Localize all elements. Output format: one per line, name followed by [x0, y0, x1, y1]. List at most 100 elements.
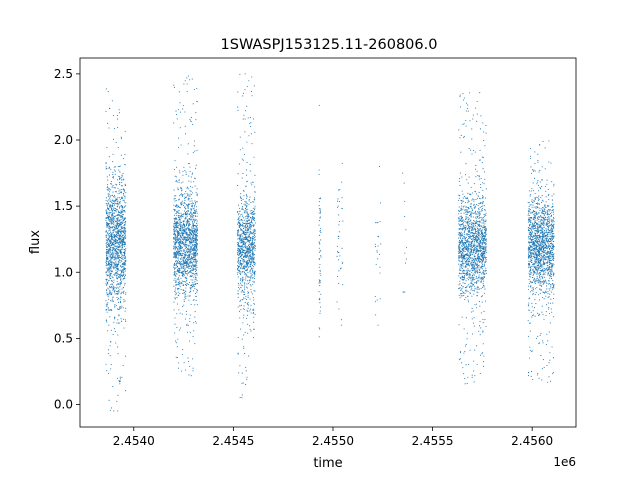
- data-point: [120, 240, 122, 242]
- data-point: [243, 255, 245, 257]
- data-point: [183, 166, 185, 168]
- data-point: [470, 251, 472, 253]
- data-point: [125, 236, 127, 238]
- data-point: [109, 203, 111, 205]
- data-point: [241, 253, 243, 256]
- data-point: [461, 205, 463, 207]
- data-point: [121, 238, 124, 240]
- data-point: [109, 277, 111, 279]
- data-point: [124, 221, 126, 223]
- data-point: [243, 347, 245, 349]
- data-point: [189, 271, 191, 273]
- data-point: [483, 239, 485, 241]
- data-point: [177, 259, 180, 261]
- data-point: [459, 94, 461, 96]
- data-point: [239, 216, 241, 218]
- data-point: [108, 262, 110, 265]
- data-point: [111, 271, 113, 273]
- data-point: [116, 118, 119, 120]
- data-point: [463, 136, 465, 138]
- data-point: [179, 221, 181, 223]
- data-point: [175, 275, 177, 277]
- data-point: [469, 226, 471, 228]
- data-point: [181, 264, 183, 266]
- data-point: [124, 233, 126, 235]
- data-point: [123, 290, 125, 292]
- data-point: [338, 224, 340, 226]
- data-point: [459, 227, 461, 229]
- data-point: [240, 219, 242, 221]
- data-point: [342, 284, 344, 286]
- data-point: [180, 233, 182, 235]
- data-point: [467, 229, 469, 232]
- data-point: [109, 275, 111, 277]
- data-point: [112, 173, 114, 176]
- data-point: [252, 267, 254, 269]
- data-point: [194, 310, 196, 313]
- data-point: [114, 258, 116, 260]
- data-point: [116, 179, 119, 181]
- data-point: [180, 224, 182, 226]
- data-point: [461, 260, 464, 262]
- data-point: [196, 100, 198, 102]
- data-point: [189, 232, 191, 234]
- data-point: [120, 293, 122, 295]
- data-point: [457, 251, 460, 253]
- data-point: [476, 100, 478, 103]
- data-point: [178, 91, 180, 93]
- data-point: [405, 258, 407, 260]
- data-point: [465, 221, 467, 223]
- data-point: [374, 243, 376, 245]
- data-point: [376, 251, 378, 253]
- data-point: [245, 208, 247, 210]
- data-point: [106, 224, 108, 226]
- data-point: [192, 151, 194, 154]
- data-point: [185, 272, 187, 274]
- data-point: [462, 93, 464, 95]
- data-point: [241, 177, 243, 179]
- data-point: [243, 291, 245, 293]
- data-point: [318, 208, 320, 210]
- data-point: [186, 234, 188, 236]
- data-point: [123, 291, 125, 293]
- data-point: [120, 196, 122, 198]
- data-point: [468, 283, 470, 285]
- data-point: [459, 177, 461, 179]
- data-point: [187, 272, 189, 274]
- data-point: [117, 346, 119, 348]
- data-point: [123, 276, 126, 278]
- data-point: [112, 242, 114, 244]
- data-point: [194, 255, 196, 257]
- data-point: [195, 224, 197, 227]
- data-point: [244, 289, 246, 291]
- data-point: [190, 218, 192, 220]
- data-point: [240, 214, 242, 216]
- data-point: [180, 217, 182, 219]
- data-point: [470, 280, 472, 282]
- data-point: [185, 239, 187, 241]
- data-point: [241, 228, 243, 230]
- data-point: [190, 181, 192, 183]
- data-point: [480, 177, 482, 180]
- data-point: [240, 193, 242, 195]
- data-point: [175, 181, 177, 183]
- data-point: [478, 191, 480, 193]
- data-point: [458, 234, 460, 236]
- data-point: [173, 267, 175, 269]
- data-point: [484, 210, 486, 212]
- data-point: [116, 296, 118, 299]
- data-point: [246, 226, 248, 228]
- data-point: [121, 275, 124, 277]
- data-point: [120, 205, 122, 207]
- data-point: [183, 220, 185, 222]
- data-point: [124, 273, 126, 275]
- data-point: [244, 131, 246, 133]
- data-point: [116, 277, 118, 279]
- data-point: [379, 221, 381, 223]
- data-point: [483, 355, 485, 357]
- data-point: [470, 216, 472, 218]
- data-point: [249, 325, 251, 327]
- data-point: [173, 279, 175, 281]
- data-point: [176, 265, 179, 267]
- data-point: [182, 202, 184, 204]
